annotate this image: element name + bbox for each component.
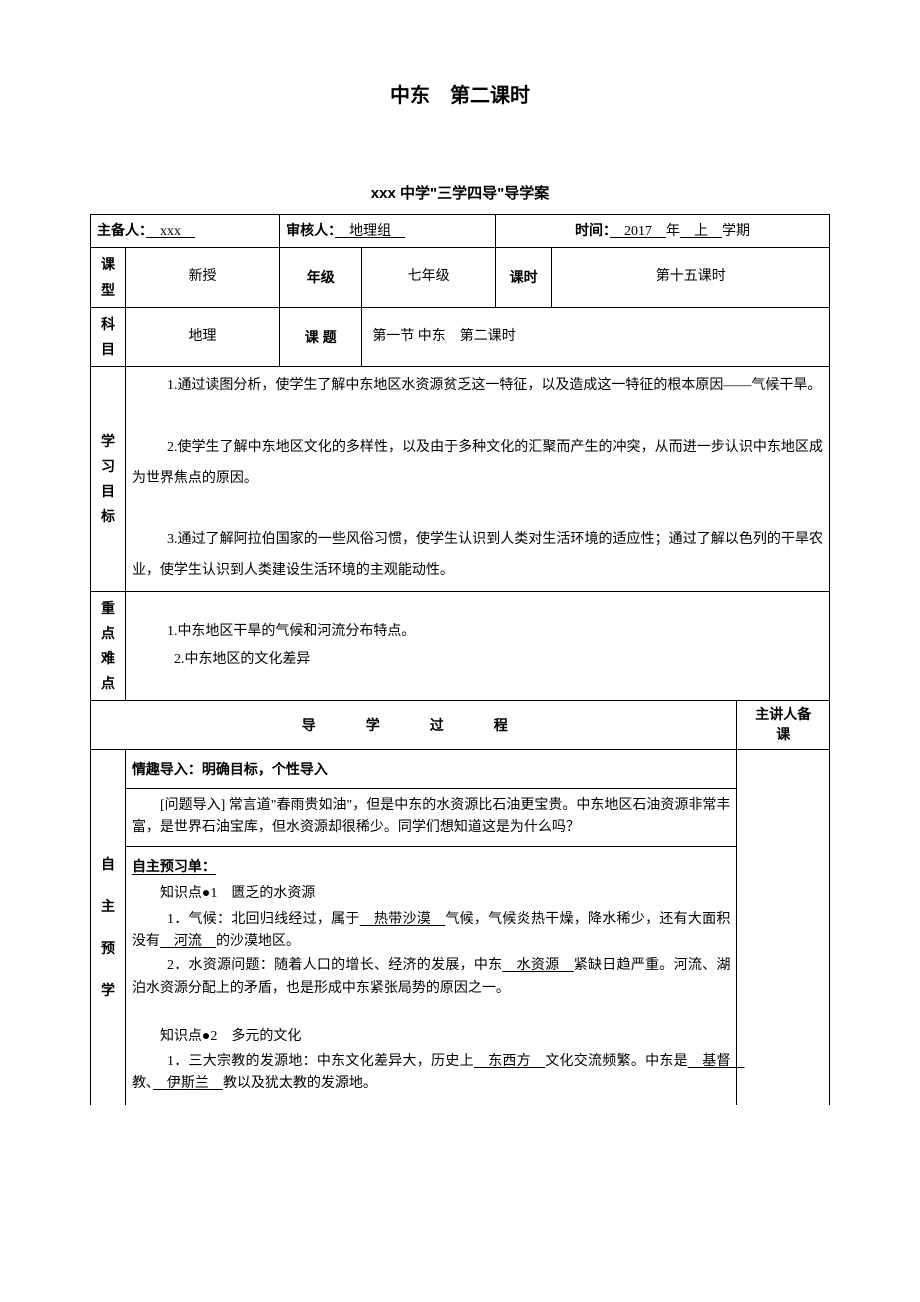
kp1-1-blank2: 河流	[160, 934, 216, 949]
row-intro-header: 自主预学 情趣导入：明确目标，个性导入	[91, 749, 830, 788]
kp2-1-mid2: 教、	[132, 1076, 153, 1091]
row-goals: 学习目标 1.通过读图分析，使学生了解中东地区水资源贫乏这一特征，以及造成这一特…	[91, 367, 830, 592]
kp1-2-blank: 水资源	[502, 958, 573, 973]
goal-2: 2.使学生了解中东地区文化的多样性，以及由于多种文化的汇聚而产生的冲突，从而进一…	[132, 433, 823, 495]
doc-subtitle: xxx 中学"三学四导"导学案	[90, 182, 830, 206]
kp1-title: 知识点●1 匮乏的水资源	[132, 881, 730, 907]
difficulty-label: 重点难点	[91, 591, 126, 701]
preparer-label: 主备人：	[97, 222, 146, 238]
row-process-header: 导 学 过 程 主讲人备课	[91, 701, 830, 749]
diff-1: 1.中东地区干旱的气候和河流分布特点。	[132, 618, 823, 646]
kp2-1-prefix: 1．三大宗教的发源地：中东文化差异大，历史上	[167, 1054, 474, 1069]
goal-1: 1.通过读图分析，使学生了解中东地区水资源贫乏这一特征，以及造成这一特征的根本原…	[132, 371, 823, 402]
time-cell: 时间： 2017 年 上 学期	[495, 215, 829, 248]
lesson-plan-table: 主备人： xxx 审核人： 地理组 时间： 2017 年 上 学期 课型 新授 …	[90, 214, 830, 1105]
prep-side-label: 自主预学	[91, 749, 126, 1105]
diff-2: 2.中东地区的文化差异	[132, 646, 823, 674]
time-mid: 年	[666, 224, 680, 239]
kp2-title: 知识点●2 多元的文化	[132, 1024, 730, 1050]
kp2-item1: 1．三大宗教的发源地：中东文化差异大，历史上 东西方 文化交流频繁。中东是 基督…	[132, 1050, 730, 1097]
reviewer-label: 审核人：	[286, 222, 335, 238]
kp2-1-blank1: 东西方	[474, 1054, 545, 1069]
self-study-cell: 自主预习单： 知识点●1 匮乏的水资源 1．气候：北回归线经过，属于 热带沙漠 …	[125, 846, 736, 1104]
reviewer-value: 地理组	[335, 224, 405, 239]
intro-text-cell: [问题导入] 常言道"春雨贵如油"，但是中东的水资源比石油更宝贵。中东地区石油资…	[125, 789, 736, 847]
preparer-value: xxx	[146, 224, 195, 239]
intro-text: [问题导入] 常言道"春雨贵如油"，但是中东的水资源比石油更宝贵。中东地区石油资…	[132, 793, 730, 842]
row-self-study: 自主预习单： 知识点●1 匮乏的水资源 1．气候：北回归线经过，属于 热带沙漠 …	[91, 846, 830, 1104]
subject-label: 科目	[91, 307, 126, 366]
row-type: 课型 新授 年级 七年级 课时 第十五课时	[91, 248, 830, 307]
time-year: 2017	[610, 224, 666, 239]
intro-header: 情趣导入：明确目标，个性导入	[132, 754, 730, 784]
period-label: 课时	[495, 248, 552, 307]
row-subject: 科目 地理 课 题 第一节 中东 第二课时	[91, 307, 830, 366]
doc-title: 中东 第二课时	[90, 80, 830, 112]
reviewer-cell: 审核人： 地理组	[280, 215, 496, 248]
kp1-1-prefix: 1．气候：北回归线经过，属于	[167, 912, 360, 927]
row-difficulty: 重点难点 1.中东地区干旱的气候和河流分布特点。 2.中东地区的文化差异	[91, 591, 830, 701]
preparer-cell: 主备人： xxx	[91, 215, 280, 248]
grade-label: 年级	[280, 248, 362, 307]
kp1-1-suffix: 的沙漠地区。	[216, 934, 300, 949]
notes-area	[737, 749, 830, 1105]
process-heading: 导 学 过 程	[91, 701, 737, 749]
kp1-item1: 1．气候：北回归线经过，属于 热带沙漠 气候，气候炎热干燥，降水稀少，还有大面积…	[132, 908, 730, 955]
process-title-text: 导 学 过 程	[97, 708, 730, 742]
goals-content: 1.通过读图分析，使学生了解中东地区水资源贫乏这一特征，以及造成这一特征的根本原…	[125, 367, 829, 592]
topic-label: 课 题	[280, 307, 362, 366]
type-label: 课型	[91, 248, 126, 307]
type-value: 新授	[125, 248, 279, 307]
header-row: 主备人： xxx 审核人： 地理组 时间： 2017 年 上 学期	[91, 215, 830, 248]
kp2-1-blank2: 基督	[688, 1054, 745, 1069]
time-label: 时间：	[575, 222, 610, 238]
goals-label: 学习目标	[91, 367, 126, 592]
period-value: 第十五课时	[552, 248, 830, 307]
time-end: 学期	[722, 224, 750, 239]
time-sem: 上	[680, 224, 722, 239]
grade-value: 七年级	[362, 248, 496, 307]
kp1-item2: 2．水资源问题：随着人口的增长、经济的发展，中东 水资源 紧缺日趋严重。河流、湖…	[132, 954, 730, 1001]
kp2-1-blank3: 伊斯兰	[153, 1076, 223, 1091]
intro-header-cell: 情趣导入：明确目标，个性导入	[125, 749, 736, 788]
goal-3: 3.通过了解阿拉伯国家的一些风俗习惯，使学生认识到人类对生活环境的适应性；通过了…	[132, 525, 823, 587]
kp2-1-suffix: 教以及犹太教的发源地。	[223, 1076, 377, 1091]
self-study-header: 自主预习单：	[132, 851, 730, 881]
kp2-1-mid1: 文化交流频繁。中东是	[545, 1054, 688, 1069]
kp1-2-prefix: 2．水资源问题：随着人口的增长、经济的发展，中东	[167, 958, 502, 973]
subject-value: 地理	[125, 307, 279, 366]
notes-label: 主讲人备课	[737, 701, 830, 749]
difficulty-content: 1.中东地区干旱的气候和河流分布特点。 2.中东地区的文化差异	[125, 591, 829, 701]
row-intro-text: [问题导入] 常言道"春雨贵如油"，但是中东的水资源比石油更宝贵。中东地区石油资…	[91, 789, 830, 847]
topic-value: 第一节 中东 第二课时	[362, 307, 830, 366]
kp1-1-blank1: 热带沙漠	[360, 912, 446, 927]
